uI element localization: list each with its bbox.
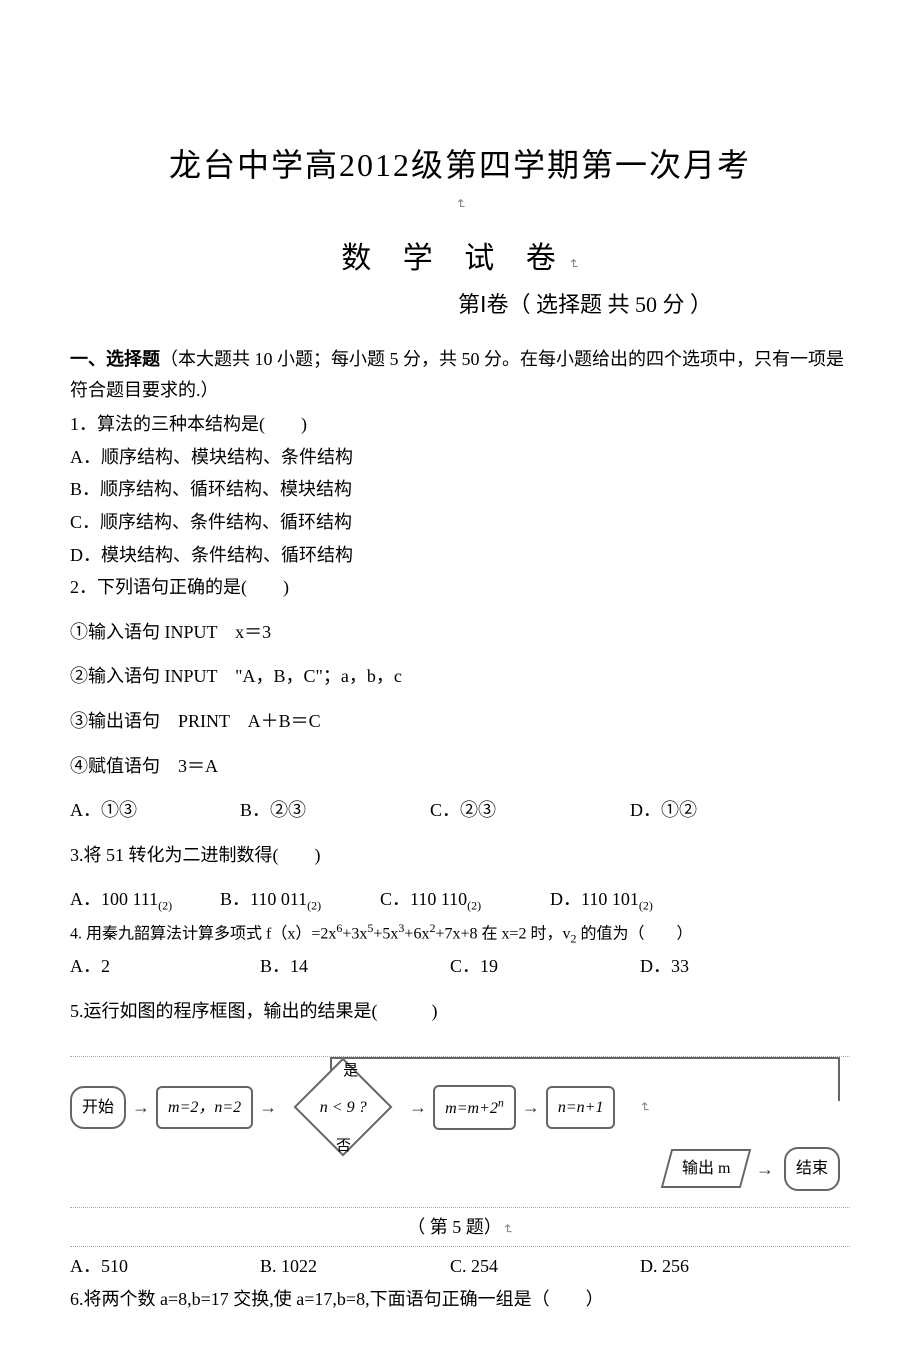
q1-option-b: B．顺序结构、循环结构、模块结构	[70, 474, 850, 505]
q2-stem: 2．下列语句正确的是( )	[70, 572, 850, 603]
arrow-icon: →	[132, 1092, 150, 1123]
q2-statement-2: ②输入语句 INPUT "A，B，C"；a，b，c	[70, 661, 850, 692]
q2-option-d: D．①②	[630, 795, 697, 826]
return-mark: ↵	[634, 1102, 656, 1113]
q4-stem: 4. 用秦九韶算法计算多项式 f（x）=2x6+3x5+5x3+6x2+7x+8…	[70, 918, 850, 949]
fc-end: 结束	[784, 1147, 840, 1190]
fc-yes-label: 是	[343, 1059, 358, 1085]
q3-option-a: A．100 111(2)	[70, 884, 220, 916]
q2-option-a: A．①③	[70, 795, 240, 826]
q2-statement-3: ③输出语句 PRINT A＋B＝C	[70, 706, 850, 737]
q1-option-c: C．顺序结构、条件结构、循环结构	[70, 507, 850, 538]
q3-option-b: B．110 011(2)	[220, 884, 380, 916]
q4-options: A．2 B．14 C．19 D．33	[70, 951, 850, 982]
q4-option-a: A．2	[70, 951, 260, 982]
fc-update-n: n=n+1	[546, 1086, 616, 1129]
q5-option-d: D. 256	[640, 1251, 689, 1282]
q5-option-b: B. 1022	[260, 1251, 450, 1282]
fc-init: m=2，n=2	[156, 1086, 253, 1129]
arrow-icon: →	[756, 1154, 774, 1185]
fc-output: 输出 m	[660, 1149, 751, 1188]
q2-options: A．①③ B．②③ C．②③ D．①②	[70, 795, 850, 826]
q5-option-c: C. 254	[450, 1251, 640, 1282]
flowchart-caption: （ 第 5 题）↵	[70, 1207, 850, 1248]
section-intro: 一、选择题（本大题共 10 小题；每小题 5 分，共 50 分。在每小题给出的四…	[70, 344, 850, 405]
q6-stem: 6.将两个数 a=8,b=17 交换,使 a=17,b=8,下面语句正确一组是（…	[70, 1284, 850, 1315]
q2-option-b: B．②③	[240, 795, 430, 826]
q4-option-d: D．33	[640, 951, 689, 982]
q2-option-c: C．②③	[430, 795, 630, 826]
arrow-icon: →	[409, 1092, 427, 1123]
q1-option-d: D．模块结构、条件结构、循环结构	[70, 540, 850, 571]
fc-update-m: m=m+2n	[433, 1085, 516, 1131]
q5-stem: 5.运行如图的程序框图，输出的结果是( )	[70, 996, 850, 1027]
arrow-icon: →	[259, 1092, 277, 1123]
q3-option-d: D．110 101(2)	[550, 884, 653, 916]
return-mark: ↵	[70, 196, 850, 213]
q2-statement-1: ①输入语句 INPUT x＝3	[70, 617, 850, 648]
q1-option-a: A．顺序结构、模块结构、条件结构	[70, 442, 850, 473]
q3-stem: 3.将 51 转化为二进制数得( )	[70, 840, 850, 871]
fc-start: 开始	[70, 1086, 126, 1129]
arrow-icon: →	[522, 1092, 540, 1123]
subject-title: 数 学 试 卷↵	[70, 233, 850, 277]
flowchart: 开始 → m=2，n=2 → n < 9 ? 是 否 → m=m+2n → n=…	[70, 1056, 850, 1200]
q3-options: A．100 111(2) B．110 011(2) C．110 110(2) D…	[70, 884, 850, 916]
q4-option-b: B．14	[260, 951, 450, 982]
q5-option-a: A．510	[70, 1251, 260, 1282]
q2-statement-4: ④赋值语句 3＝A	[70, 751, 850, 782]
fc-decision: n < 9 ? 是 否	[283, 1077, 403, 1137]
q4-option-c: C．19	[450, 951, 640, 982]
part-header: 第Ⅰ卷（ 选择题 共 50 分 ）	[320, 287, 850, 319]
fc-no-label: 否	[336, 1134, 351, 1160]
q3-option-c: C．110 110(2)	[380, 884, 550, 916]
q1-stem: 1．算法的三种本结构是( )	[70, 409, 850, 440]
q5-options: A．510 B. 1022 C. 254 D. 256	[70, 1251, 850, 1282]
page-title: 龙台中学高2012级第四学期第一次月考	[70, 140, 850, 186]
